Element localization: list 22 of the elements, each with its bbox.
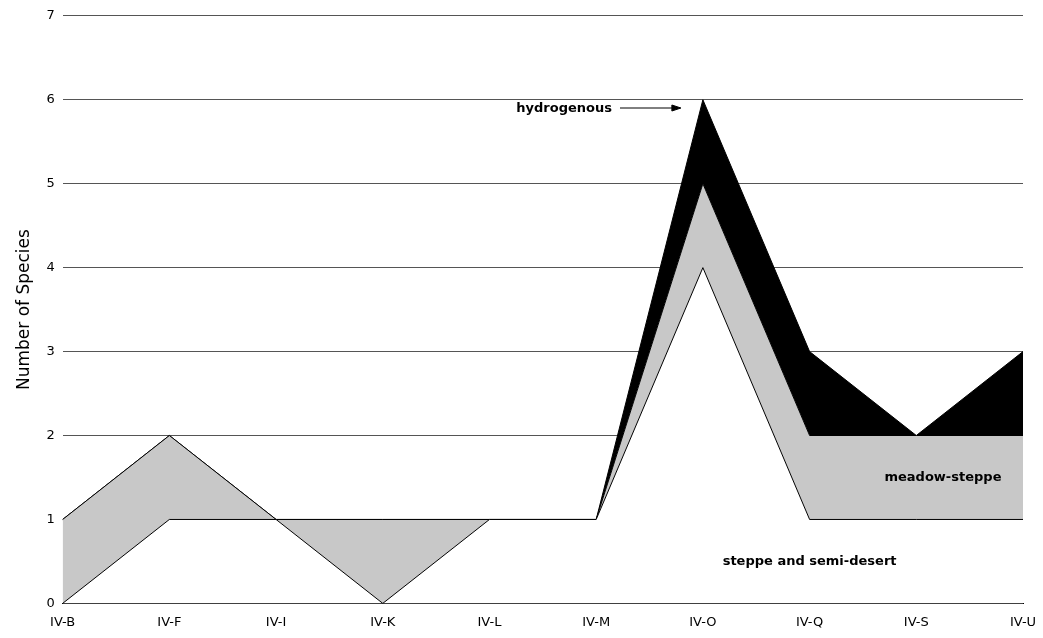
x-tick-label: IV-S	[903, 613, 929, 629]
y-tick-label: 3	[46, 342, 55, 358]
x-tick-label: IV-Q	[795, 613, 824, 629]
x-tick-label: IV-M	[582, 613, 611, 629]
y-tick-label: 5	[46, 175, 55, 191]
x-tick-label: IV-L	[477, 613, 503, 629]
y-axis-title: Number of Species	[12, 229, 33, 391]
y-tick-label: 2	[46, 426, 55, 442]
x-tick-label: IV-U	[1009, 613, 1037, 629]
legend-label: hydrogenous	[516, 99, 613, 115]
y-tick-label: 6	[46, 91, 55, 107]
y-tick-label: 7	[46, 7, 55, 23]
x-tick-label: IV-B	[50, 613, 76, 629]
series-label: meadow-steppe	[884, 468, 1002, 484]
y-tick-label: 4	[46, 259, 55, 274]
series-label: steppe and semi-desert	[722, 552, 897, 568]
x-tick-label: IV-O	[689, 613, 717, 629]
x-tick-label: IV-F	[157, 613, 182, 629]
y-tick-label: 1	[46, 510, 55, 526]
x-tick-label: IV-K	[370, 613, 396, 629]
y-tick-label: 0	[46, 594, 55, 610]
x-tick-label: IV-I	[265, 613, 287, 629]
